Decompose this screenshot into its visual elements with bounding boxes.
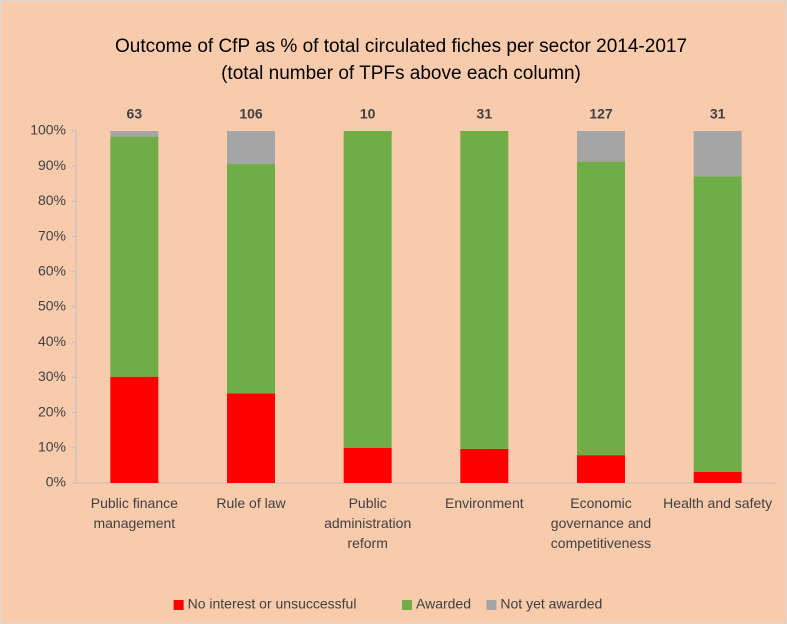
total-label: 31 [477,106,493,122]
y-tick-label: 20% [38,403,66,419]
bar-segment [693,176,742,472]
y-tick-label: 60% [38,263,66,279]
bar-segment [110,131,159,137]
bar-segment [227,131,275,165]
total-label: 10 [360,106,376,122]
bar-segment [577,131,625,162]
total-label: 63 [127,106,143,122]
chart-title: Outcome of CfP as % of total circulated … [115,36,687,57]
y-tick-label: 30% [38,368,66,384]
legend-label: Not yet awarded [500,596,602,612]
bar-segment [343,447,392,483]
bar-segment [227,393,275,483]
x-tick-label: Public administration reform [324,495,412,551]
x-tick-label: Public finance management [90,495,178,531]
x-tick-label: Rule of law [216,495,286,511]
bar-segment [577,455,625,483]
y-tick-label: 40% [38,333,66,349]
chart-subtitle: (total number of TPFs above each column) [221,63,581,84]
y-tick-label: 100% [30,122,66,138]
y-tick-label: 70% [38,227,66,243]
y-tick-label: 10% [38,439,66,455]
bar-segment [227,164,275,394]
bar-segment [460,448,509,483]
bar-segment [110,136,159,377]
total-label: 106 [239,106,263,122]
bar-segment [577,161,625,456]
bar-segment [693,471,742,483]
x-tick-label: Environment [445,495,524,511]
x-tick-label: Economic governance and competitiveness [550,495,652,551]
bar-segment [110,376,159,483]
legend-label: Awarded [416,596,471,612]
y-tick-label: 0% [46,474,66,490]
y-tick-label: 50% [38,298,66,314]
legend-swatch [486,600,497,610]
bar-segment [460,131,509,449]
total-label: 127 [589,106,613,122]
y-tick-label: 90% [38,157,66,173]
bar-segment [343,131,392,448]
legend-label: No interest or unsuccessful [188,596,357,612]
x-tick-label: Health and safety [663,495,773,511]
y-tick-label: 80% [38,192,66,208]
total-label: 31 [710,106,726,122]
legend-swatch [402,600,412,610]
legend-swatch [173,600,184,610]
bar-segment [693,131,742,177]
